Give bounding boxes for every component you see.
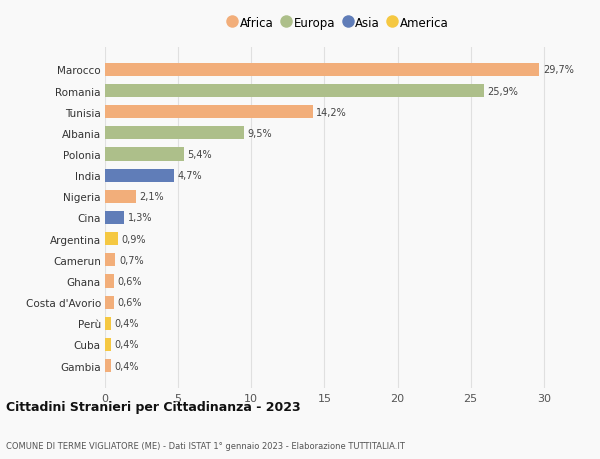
Bar xyxy=(105,212,124,224)
Bar xyxy=(105,169,174,182)
Text: 25,9%: 25,9% xyxy=(487,86,518,96)
Text: 0,4%: 0,4% xyxy=(115,361,139,371)
Bar xyxy=(105,275,114,288)
Bar xyxy=(105,64,539,77)
Bar xyxy=(105,296,114,309)
Text: 0,6%: 0,6% xyxy=(118,297,142,308)
Legend: Africa, Europa, Asia, America: Africa, Europa, Asia, America xyxy=(226,13,452,34)
Text: 14,2%: 14,2% xyxy=(316,107,347,118)
Bar xyxy=(105,127,244,140)
Bar xyxy=(105,233,118,246)
Bar xyxy=(105,317,111,330)
Text: 0,6%: 0,6% xyxy=(118,276,142,286)
Text: 0,4%: 0,4% xyxy=(115,340,139,350)
Text: 1,3%: 1,3% xyxy=(128,213,152,223)
Bar xyxy=(105,359,111,372)
Text: 0,7%: 0,7% xyxy=(119,255,143,265)
Text: 4,7%: 4,7% xyxy=(178,171,202,181)
Text: 2,1%: 2,1% xyxy=(139,192,164,202)
Text: 5,4%: 5,4% xyxy=(188,150,212,160)
Text: 0,9%: 0,9% xyxy=(122,234,146,244)
Text: Cittadini Stranieri per Cittadinanza - 2023: Cittadini Stranieri per Cittadinanza - 2… xyxy=(6,400,301,413)
Bar xyxy=(105,148,184,161)
Bar xyxy=(105,85,484,98)
Bar xyxy=(105,254,115,267)
Text: COMUNE DI TERME VIGLIATORE (ME) - Dati ISTAT 1° gennaio 2023 - Elaborazione TUTT: COMUNE DI TERME VIGLIATORE (ME) - Dati I… xyxy=(6,441,405,450)
Bar xyxy=(105,190,136,203)
Text: 9,5%: 9,5% xyxy=(248,129,272,139)
Text: 29,7%: 29,7% xyxy=(543,65,574,75)
Text: 0,4%: 0,4% xyxy=(115,319,139,329)
Bar xyxy=(105,106,313,119)
Bar xyxy=(105,338,111,351)
